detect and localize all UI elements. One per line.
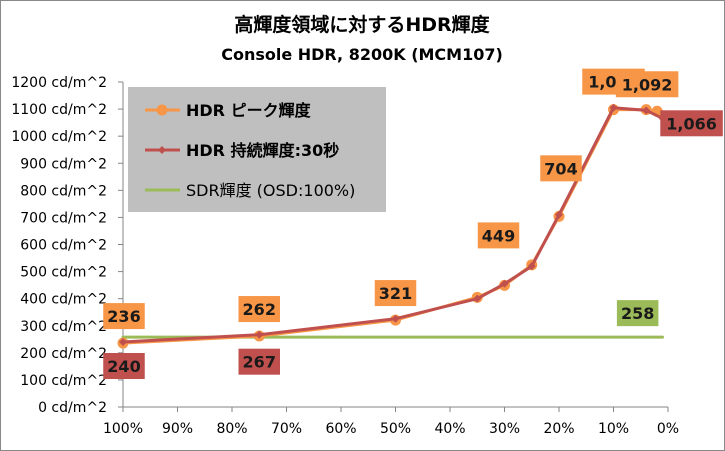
legend-label: SDR輝度 (OSD:100%) bbox=[186, 181, 355, 200]
data-label-box bbox=[238, 296, 280, 323]
data-label: 236 bbox=[107, 307, 140, 326]
y-tick-label: 1200 cd/m^2 bbox=[11, 75, 107, 91]
y-tick-label: 800 cd/m^2 bbox=[20, 183, 107, 199]
x-tick-label: 50% bbox=[380, 421, 411, 437]
x-tick-label: 30% bbox=[489, 421, 520, 437]
data-label-box bbox=[540, 155, 582, 182]
data-label: 262 bbox=[243, 300, 276, 319]
data-label-box bbox=[374, 280, 417, 307]
x-tick-label: 90% bbox=[162, 421, 193, 437]
data-label: 240 bbox=[107, 357, 140, 376]
x-tick-label: 60% bbox=[325, 421, 356, 437]
data-label-box bbox=[477, 222, 520, 249]
data-label-box bbox=[103, 303, 145, 330]
data-label: 449 bbox=[482, 226, 515, 245]
data-label: 321 bbox=[379, 284, 412, 303]
x-tick-label: 80% bbox=[216, 421, 247, 437]
x-tick-label: 70% bbox=[271, 421, 302, 437]
data-point bbox=[609, 103, 618, 112]
data-point bbox=[473, 294, 482, 303]
x-tick-label: 0% bbox=[657, 421, 679, 437]
data-label-box bbox=[615, 71, 679, 98]
y-tick-label: 0 cd/m^2 bbox=[38, 400, 107, 416]
data-point bbox=[555, 210, 563, 219]
x-tick-label: 20% bbox=[543, 421, 574, 437]
data-label: 267 bbox=[243, 353, 276, 372]
series-layer bbox=[117, 103, 667, 349]
data-point bbox=[255, 330, 264, 339]
data-point bbox=[642, 106, 651, 115]
data-point bbox=[527, 262, 536, 271]
y-tick-label: 1100 cd/m^2 bbox=[11, 102, 107, 118]
y-tick-label: 100 cd/m^2 bbox=[20, 373, 107, 389]
x-tick-label: 40% bbox=[434, 421, 465, 437]
chart-subtitle: Console HDR, 8200K (MCM107) bbox=[221, 45, 503, 64]
legend-label: HDR 持続輝度:30秒 bbox=[186, 141, 339, 160]
y-tick-label: 1000 cd/m^2 bbox=[11, 129, 107, 145]
y-tick-label: 900 cd/m^2 bbox=[20, 156, 107, 172]
data-label: 704 bbox=[544, 159, 577, 178]
series-line bbox=[121, 106, 664, 344]
y-tick-label: 200 cd/m^2 bbox=[20, 346, 107, 362]
data-label-box bbox=[103, 353, 145, 379]
data-label-box bbox=[616, 300, 659, 327]
y-tick-label: 500 cd/m^2 bbox=[20, 265, 107, 281]
data-point bbox=[391, 314, 400, 323]
legend: HDR ピーク輝度 HDR 持続輝度:30秒 SDR輝度 (OSD:100%) bbox=[128, 87, 386, 212]
legend-label: HDR ピーク輝度 bbox=[186, 101, 312, 120]
x-tick-label: 10% bbox=[598, 421, 629, 437]
data-label: 1,092 bbox=[622, 75, 673, 94]
data-label-box bbox=[660, 110, 723, 137]
data-point bbox=[119, 338, 127, 346]
y-tick-label: 400 cd/m^2 bbox=[20, 292, 107, 308]
x-tick-label: 100% bbox=[103, 421, 143, 437]
data-label: 1,066 bbox=[666, 114, 717, 133]
y-tick-label: 600 cd/m^2 bbox=[20, 238, 107, 254]
y-tick-label: 300 cd/m^2 bbox=[20, 319, 107, 335]
data-point bbox=[500, 279, 509, 288]
axes: 0 cd/m^2 100 cd/m^2 200 cd/m^2 300 cd/m^2 40… bbox=[11, 75, 679, 437]
chart-title: 高輝度領域に対するHDR輝度 bbox=[234, 13, 490, 36]
y-tick-label: 700 cd/m^2 bbox=[20, 210, 107, 226]
data-label-box bbox=[238, 348, 280, 375]
data-label: 258 bbox=[621, 304, 654, 323]
legend-swatch-marker bbox=[158, 146, 166, 154]
legend-swatch-marker bbox=[156, 104, 168, 116]
